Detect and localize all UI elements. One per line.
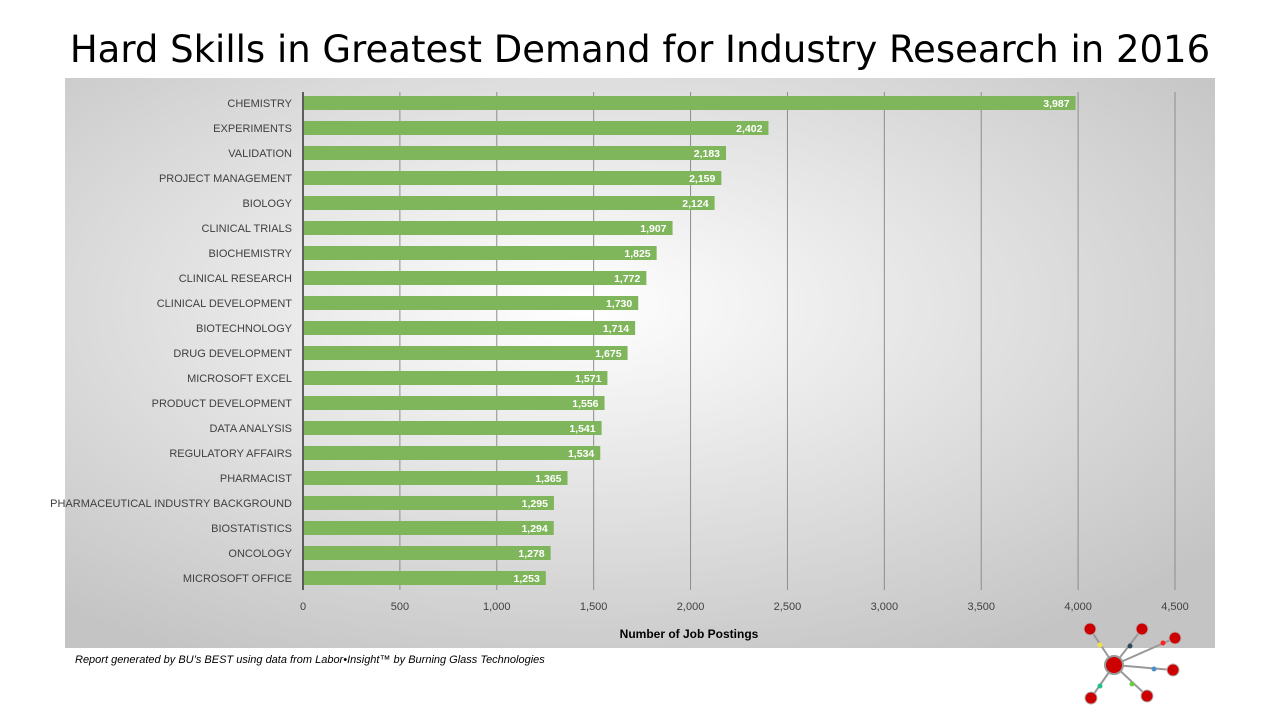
category-label: BIOCHEMISTRY (208, 248, 292, 260)
category-label: PRODUCT DEVELOPMENT (152, 398, 293, 410)
data-label: 1,253 (514, 573, 540, 585)
bar (304, 446, 601, 460)
data-label: 2,402 (736, 123, 762, 135)
category-label: VALIDATION (228, 148, 292, 160)
category-label: REGULATORY AFFAIRS (169, 448, 292, 460)
plot-background (65, 78, 1215, 648)
x-tick-label: 0 (300, 601, 306, 613)
category-label: BIOSTATISTICS (211, 523, 292, 535)
category-label: EXPERIMENTS (213, 123, 292, 135)
bar (304, 396, 605, 410)
data-label: 1,675 (595, 348, 621, 360)
x-tick-label: 4,000 (1064, 601, 1092, 613)
bar (304, 296, 639, 310)
bar (304, 171, 722, 185)
data-label: 2,183 (694, 148, 720, 160)
data-label: 1,294 (521, 523, 547, 535)
category-label: BIOTECHNOLOGY (196, 323, 293, 335)
bar (304, 121, 769, 135)
x-tick-label: 2,500 (774, 601, 802, 613)
data-label: 2,159 (689, 173, 715, 185)
data-label: 1,541 (569, 423, 595, 435)
category-label: CLINICAL RESEARCH (179, 273, 292, 285)
bar (304, 246, 657, 260)
bar (304, 421, 602, 435)
source-footer: Report generated by BU’s BEST using data… (75, 654, 545, 666)
category-label: DRUG DEVELOPMENT (173, 348, 292, 360)
data-label: 1,825 (624, 248, 650, 260)
data-label: 2,124 (682, 198, 708, 210)
bar (304, 221, 673, 235)
data-label: 1,556 (572, 398, 598, 410)
category-label: CLINICAL TRIALS (202, 223, 292, 235)
category-label: CLINICAL DEVELOPMENT (157, 298, 293, 310)
data-label: 3,987 (1043, 98, 1069, 110)
bar (304, 571, 546, 585)
bar (304, 521, 554, 535)
x-tick-label: 3,500 (967, 601, 995, 613)
bar (304, 96, 1076, 110)
data-label: 1,571 (575, 373, 601, 385)
bar (304, 371, 608, 385)
x-tick-label: 1,000 (483, 601, 511, 613)
bar (304, 546, 551, 560)
data-label: 1,772 (614, 273, 640, 285)
data-label: 1,295 (522, 498, 548, 510)
x-tick-label: 2,000 (677, 601, 705, 613)
data-label: 1,365 (535, 473, 561, 485)
data-label: 1,714 (603, 323, 629, 335)
bar (304, 146, 727, 160)
bar (304, 471, 568, 485)
bar (304, 321, 636, 335)
category-label: PHARMACIST (220, 473, 292, 485)
category-label: BIOLOGY (242, 198, 292, 210)
bar (304, 271, 647, 285)
x-tick-label: 500 (391, 601, 409, 613)
data-label: 1,278 (518, 548, 544, 560)
bar (304, 196, 715, 210)
data-label: 1,534 (568, 448, 594, 460)
x-tick-label: 4,500 (1161, 601, 1189, 613)
category-label: PROJECT MANAGEMENT (159, 173, 292, 185)
page-title: Hard Skills in Greatest Demand for Indus… (69, 28, 1211, 71)
bar (304, 346, 628, 360)
category-label: PHARMACEUTICAL INDUSTRY BACKGROUND (50, 498, 292, 510)
x-tick-label: 3,000 (871, 601, 899, 613)
category-label: MICROSOFT OFFICE (183, 573, 292, 585)
category-label: MICROSOFT EXCEL (187, 373, 292, 385)
data-label: 1,730 (606, 298, 632, 310)
category-label: CHEMISTRY (227, 98, 292, 110)
bar (304, 496, 554, 510)
x-axis-label: Number of Job Postings (620, 627, 759, 641)
x-tick-label: 1,500 (580, 601, 608, 613)
category-label: ONCOLOGY (228, 548, 292, 560)
data-label: 1,907 (640, 223, 666, 235)
category-label: DATA ANALYSIS (209, 423, 292, 435)
